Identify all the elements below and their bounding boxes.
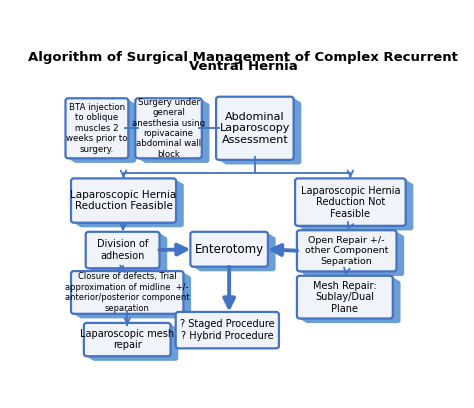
FancyBboxPatch shape	[86, 324, 173, 358]
Text: Division of
adhesion: Division of adhesion	[97, 239, 148, 261]
FancyBboxPatch shape	[298, 180, 408, 227]
Text: Algorithm of Surgical Management of Complex Recurrent: Algorithm of Surgical Management of Comp…	[28, 51, 458, 64]
FancyBboxPatch shape	[93, 236, 167, 273]
FancyBboxPatch shape	[302, 233, 401, 275]
FancyBboxPatch shape	[302, 279, 398, 322]
Text: Surgery under
general
anesthesia using
ropivacaine
abdominal wall
block: Surgery under general anesthesia using r…	[132, 98, 205, 159]
FancyBboxPatch shape	[193, 233, 271, 268]
FancyBboxPatch shape	[138, 100, 204, 160]
FancyBboxPatch shape	[68, 100, 131, 160]
Text: Abdominal
Laparoscopy
Assessment: Abdominal Laparoscopy Assessment	[219, 112, 290, 145]
FancyBboxPatch shape	[79, 183, 184, 227]
FancyBboxPatch shape	[73, 180, 179, 224]
FancyBboxPatch shape	[300, 182, 411, 229]
FancyBboxPatch shape	[71, 271, 183, 314]
FancyBboxPatch shape	[303, 183, 413, 231]
FancyBboxPatch shape	[305, 235, 404, 276]
FancyBboxPatch shape	[73, 273, 186, 315]
FancyBboxPatch shape	[89, 326, 176, 359]
FancyBboxPatch shape	[76, 182, 181, 226]
FancyBboxPatch shape	[91, 235, 164, 271]
Text: Ventral Hernia: Ventral Hernia	[189, 60, 297, 73]
FancyBboxPatch shape	[191, 232, 268, 267]
FancyBboxPatch shape	[221, 100, 299, 163]
FancyBboxPatch shape	[216, 97, 293, 160]
FancyBboxPatch shape	[295, 178, 406, 226]
FancyBboxPatch shape	[300, 277, 395, 320]
Text: Enterotomy: Enterotomy	[195, 243, 264, 256]
FancyBboxPatch shape	[71, 178, 176, 223]
FancyBboxPatch shape	[305, 280, 401, 323]
Text: Mesh Repair:
Sublay/Dual
Plane: Mesh Repair: Sublay/Dual Plane	[313, 281, 377, 314]
Text: Closure of defects, Trial
approximation of midline  +/-
anterior/posterior compo: Closure of defects, Trial approximation …	[65, 272, 190, 313]
FancyBboxPatch shape	[176, 312, 279, 348]
Text: ? Staged Procedure
? Hybrid Procedure: ? Staged Procedure ? Hybrid Procedure	[180, 319, 274, 341]
FancyBboxPatch shape	[224, 101, 301, 164]
FancyBboxPatch shape	[297, 230, 396, 271]
FancyBboxPatch shape	[71, 101, 134, 162]
FancyBboxPatch shape	[135, 98, 202, 158]
Text: Laparoscopic Hernia
Reduction Feasible: Laparoscopic Hernia Reduction Feasible	[71, 190, 177, 211]
FancyBboxPatch shape	[91, 328, 178, 361]
Text: BTA injection
to oblique
muscles 2
weeks prior to
surgery.: BTA injection to oblique muscles 2 weeks…	[66, 103, 128, 153]
FancyBboxPatch shape	[300, 232, 399, 273]
FancyBboxPatch shape	[84, 323, 171, 356]
FancyBboxPatch shape	[73, 103, 136, 163]
FancyBboxPatch shape	[76, 274, 189, 317]
FancyBboxPatch shape	[79, 276, 191, 318]
FancyBboxPatch shape	[219, 98, 296, 162]
Text: Laparoscopic Hernia
Reduction Not
Feasible: Laparoscopic Hernia Reduction Not Feasib…	[301, 186, 400, 219]
FancyBboxPatch shape	[86, 232, 160, 268]
FancyBboxPatch shape	[65, 98, 128, 158]
FancyBboxPatch shape	[297, 276, 393, 319]
FancyBboxPatch shape	[88, 233, 162, 270]
Text: Open Repair +/-
other Component
Separation: Open Repair +/- other Component Separati…	[305, 236, 388, 266]
FancyBboxPatch shape	[196, 235, 273, 270]
FancyBboxPatch shape	[198, 236, 275, 271]
FancyBboxPatch shape	[143, 103, 210, 163]
Text: Laparoscopic mesh
repair: Laparoscopic mesh repair	[80, 329, 174, 350]
FancyBboxPatch shape	[140, 101, 207, 162]
